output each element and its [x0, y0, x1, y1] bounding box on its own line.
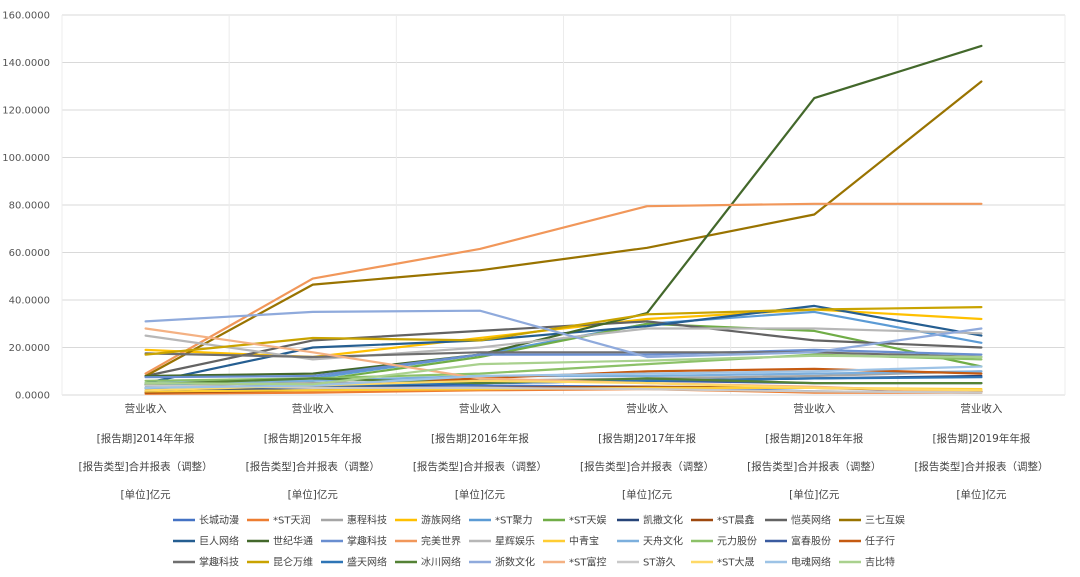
legend-entry: 世纪华通 — [273, 535, 313, 548]
legend-entry: 电魂网络 — [791, 556, 831, 569]
y-tick-label: 60.0000 — [9, 248, 50, 259]
y-tick-label: 160.0000 — [2, 11, 50, 22]
legend-entry: 浙数文化 — [495, 556, 535, 569]
series-lines — [144, 44, 983, 395]
y-tick-label: 100.0000 — [2, 153, 50, 164]
x-tick-label: [报告期]2018年年报 — [765, 432, 863, 445]
legend-entry: 昆仑万维 — [273, 556, 313, 569]
x-tick-label: [单位]亿元 — [120, 488, 171, 501]
y-tick-label: 140.0000 — [2, 58, 50, 69]
x-tick-label: [报告类型]合并报表（调整） — [78, 460, 212, 473]
x-tick-label: [单位]亿元 — [622, 488, 673, 501]
x-tick-label: [报告类型]合并报表（调整） — [580, 460, 714, 473]
legend-entry: *ST聚力 — [495, 514, 532, 527]
legend-entry: 星辉娱乐 — [495, 535, 535, 548]
x-tick-label: 营业收入 — [292, 402, 334, 415]
series-line — [144, 320, 983, 378]
x-tick-label: [报告类型]合并报表（调整） — [413, 460, 547, 473]
legend-entry: *ST富控 — [569, 556, 606, 569]
series-line — [144, 365, 983, 389]
legend-entry: 长城动漫 — [199, 515, 239, 527]
x-tick-label: [单位]亿元 — [288, 488, 339, 501]
legend-entry: 巨人网络 — [199, 535, 239, 548]
x-tick-label: [报告期]2015年年报 — [264, 432, 362, 445]
y-tick-label: 120.0000 — [2, 106, 50, 117]
x-axis: 营业收入[报告期]2014年年报[报告类型]合并报表（调整）[单位]亿元营业收入… — [78, 402, 1048, 501]
y-tick-label: 40.0000 — [9, 296, 50, 307]
x-tick-label: 营业收入 — [793, 402, 835, 415]
legend-entry: 吉比特 — [865, 557, 895, 569]
legend-entry: 完美世界 — [421, 535, 461, 548]
x-tick-label: [报告期]2019年年报 — [932, 432, 1030, 445]
legend-entry: 凯撒文化 — [643, 514, 683, 527]
legend-entry: 富春股份 — [791, 535, 831, 548]
x-tick-label: [报告类型]合并报表（调整） — [747, 460, 881, 473]
legend-entry: 掌趣科技 — [199, 556, 239, 569]
series-line — [144, 354, 983, 386]
series-line — [144, 384, 983, 394]
legend-entry: 惠程科技 — [347, 514, 387, 527]
series-line — [144, 370, 983, 385]
y-tick-label: 0.0000 — [15, 391, 50, 402]
legend-entry: 冰川网络 — [421, 556, 461, 569]
legend-entry: *ST天娱 — [569, 514, 606, 527]
legend-entry: *ST大晟 — [717, 556, 754, 569]
series-line — [144, 351, 983, 359]
legend-entry: 元力股份 — [717, 535, 757, 548]
x-tick-label: [报告期]2014年年报 — [97, 432, 195, 445]
x-tick-label: 营业收入 — [459, 402, 501, 415]
y-tick-label: 20.0000 — [9, 343, 50, 354]
series-line — [144, 309, 983, 359]
x-tick-label: [单位]亿元 — [789, 488, 840, 501]
legend-entry: 恺英网络 — [791, 514, 831, 527]
chart-legend: 长城动漫 *ST天润 惠程科技 游族网络 *ST聚力 *ST天娱 凯撒文化 *ST晨鑫 恺英网络… — [173, 514, 905, 569]
x-tick-label: [报告类型]合并报表（调整） — [246, 460, 380, 473]
series-line — [144, 348, 983, 379]
legend-entry: 三七互娱 — [865, 514, 905, 527]
x-tick-label: [报告类型]合并报表（调整） — [914, 460, 1048, 473]
x-tick-label: [单位]亿元 — [956, 488, 1007, 501]
series-line — [144, 202, 983, 375]
legend-entry: 中青宝 — [569, 535, 599, 548]
x-tick-label: 营业收入 — [626, 402, 668, 415]
x-tick-label: [报告期]2017年年报 — [598, 432, 696, 445]
y-axis: 0.0000 20.0000 40.0000 60.0000 80.0000 100.00… — [2, 11, 50, 402]
legend-entry: *ST晨鑫 — [717, 514, 754, 527]
x-tick-label: [单位]亿元 — [455, 488, 506, 501]
legend-entry: 盛天网络 — [347, 556, 387, 569]
legend-entry: 掌趣科技 — [347, 535, 387, 548]
legend-entry: 任子行 — [865, 535, 895, 548]
legend-entry: ST游久 — [643, 556, 675, 569]
y-tick-label: 80.0000 — [9, 201, 50, 212]
legend-entry: 天舟文化 — [643, 535, 683, 548]
x-tick-label: 营业收入 — [125, 402, 167, 415]
legend-entry: *ST天润 — [273, 514, 310, 527]
x-tick-label: [报告期]2016年年报 — [431, 432, 529, 445]
legend-entry: 游族网络 — [421, 514, 461, 527]
series-line — [144, 306, 983, 356]
series-line — [144, 80, 983, 378]
x-tick-label: 营业收入 — [960, 402, 1002, 415]
